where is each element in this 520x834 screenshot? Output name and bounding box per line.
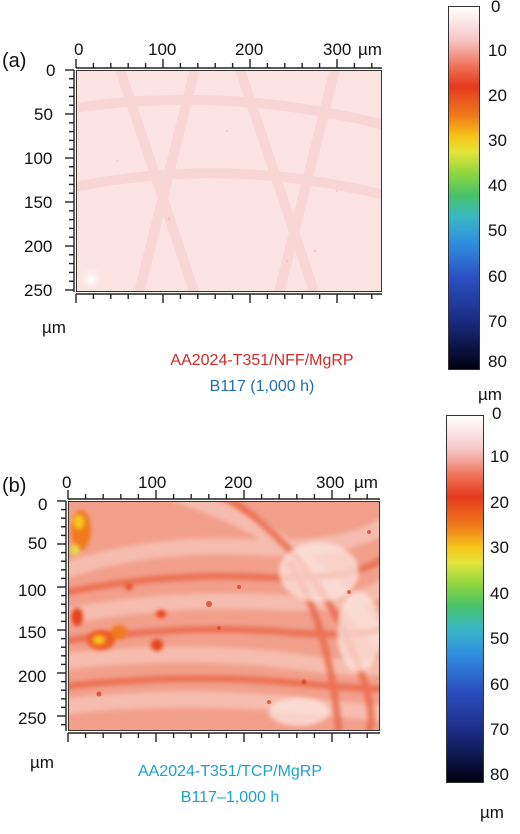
x-tick-a-300: 300 bbox=[323, 40, 352, 59]
cbar-tick-b-20: 20 bbox=[490, 493, 509, 512]
x-tick-b-100: 100 bbox=[138, 473, 167, 492]
caption-a-line1: AA2024-T351/NFF/MgRP bbox=[170, 352, 354, 369]
colorbar-a bbox=[448, 6, 480, 370]
cbar-tick-b-0: 0 bbox=[492, 404, 502, 423]
panel-label-a: (a) bbox=[2, 50, 27, 72]
cbar-tick-a-80: 80 bbox=[488, 352, 507, 371]
y-tick-b-0: 0 bbox=[38, 495, 48, 514]
y-tick-a-250: 250 bbox=[24, 281, 53, 300]
cbar-tick-a-70: 70 bbox=[488, 312, 507, 331]
cbar-tick-b-80: 80 bbox=[490, 765, 509, 784]
y-tick-a-100: 100 bbox=[24, 149, 53, 168]
y-tick-b-250: 250 bbox=[18, 709, 47, 728]
x-unit-a: µm bbox=[358, 40, 382, 59]
cbar-tick-a-40: 40 bbox=[488, 176, 507, 195]
x-unit-b: µm bbox=[354, 473, 378, 492]
y-tick-b-150: 150 bbox=[18, 623, 47, 642]
caption-b-line2: B117–1,000 h bbox=[180, 789, 280, 806]
x-tick-b-200: 200 bbox=[224, 473, 253, 492]
cbar-tick-b-30: 30 bbox=[490, 538, 509, 557]
caption-a-line2: B117 (1,000 h) bbox=[209, 378, 315, 395]
x-tick-b-300: 300 bbox=[316, 473, 345, 492]
cbar-unit-b: µm bbox=[480, 803, 504, 822]
cbar-tick-b-40: 40 bbox=[490, 584, 509, 603]
cbar-unit-a: µm bbox=[478, 385, 502, 404]
y-unit-b: µm bbox=[30, 753, 54, 772]
y-tick-a-0: 0 bbox=[46, 61, 56, 80]
panel-a: (a) 0 100 200 300 µm 0 50 100 150 200 25… bbox=[2, 0, 507, 404]
cbar-tick-a-50: 50 bbox=[488, 221, 507, 240]
x-tick-b-0: 0 bbox=[62, 473, 72, 492]
panel-b: (b) 0 100 200 300 µm 0 50 100 150 200 25… bbox=[0, 404, 520, 834]
height-map-b bbox=[68, 501, 380, 731]
y-tick-a-50: 50 bbox=[34, 105, 53, 124]
cbar-tick-a-60: 60 bbox=[488, 267, 507, 286]
y-tick-b-200: 200 bbox=[18, 667, 47, 686]
y-tick-a-150: 150 bbox=[24, 193, 53, 212]
cbar-tick-b-60: 60 bbox=[490, 675, 509, 694]
y-unit-a: µm bbox=[42, 318, 66, 337]
y-tick-b-50: 50 bbox=[28, 534, 47, 553]
x-tick-a-100: 100 bbox=[148, 40, 177, 59]
x-tick-a-0: 0 bbox=[74, 40, 84, 59]
cbar-tick-a-0: 0 bbox=[491, 0, 501, 16]
cbar-tick-a-20: 20 bbox=[488, 86, 507, 105]
caption-b-line1: AA2024-T351/TCP/MgRP bbox=[137, 763, 323, 780]
cbar-tick-a-10: 10 bbox=[488, 41, 507, 60]
cbar-tick-b-70: 70 bbox=[490, 720, 509, 739]
y-tick-b-100: 100 bbox=[18, 581, 47, 600]
cbar-tick-b-10: 10 bbox=[490, 447, 509, 466]
y-tick-a-200: 200 bbox=[24, 237, 53, 256]
colorbar-b bbox=[446, 415, 484, 783]
panel-label-b: (b) bbox=[2, 475, 27, 497]
height-map-a bbox=[76, 70, 382, 292]
x-tick-a-200: 200 bbox=[235, 40, 264, 59]
cbar-tick-a-30: 30 bbox=[488, 131, 507, 150]
cbar-tick-b-50: 50 bbox=[490, 629, 509, 648]
